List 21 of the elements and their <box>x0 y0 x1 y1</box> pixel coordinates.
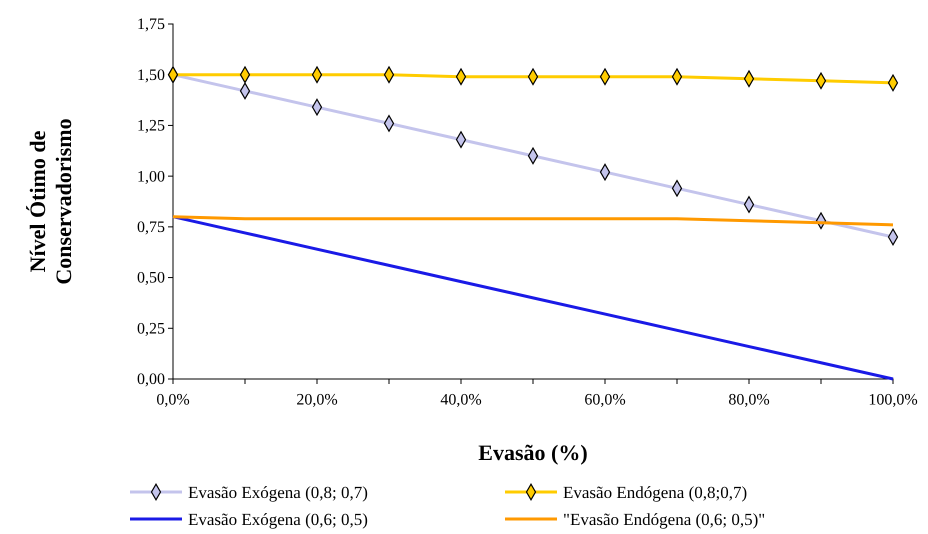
y-tick-label: 0,00 <box>137 371 165 388</box>
y-axis-title: Nível Ótimo de Conservadorismo <box>25 118 76 285</box>
x-tick-label: 0,0% <box>156 392 190 409</box>
x-tick-label: 40,0% <box>440 392 482 409</box>
x-tick-label: 100,0% <box>868 392 918 409</box>
y-tick-label: 1,25 <box>137 118 165 135</box>
y-tick-label: 0,75 <box>137 218 165 236</box>
legend-label: Evasão Endógena (0,8;0,7) <box>563 483 748 502</box>
legend-label: "Evasão Endógena (0,6; 0,5)" <box>563 510 766 529</box>
y-tick-label: 0,25 <box>137 320 165 338</box>
y-tick-label: 1,00 <box>137 168 165 186</box>
x-tick-label: 60,0% <box>584 392 626 409</box>
legend-label: Evasão Exógena (0,6; 0,5) <box>188 510 368 529</box>
y-tick-label: 0,50 <box>137 270 165 287</box>
x-axis-title: Evasão (%) <box>478 440 588 465</box>
y-tick-label: 1,75 <box>137 16 165 34</box>
y-tick-label: 1,50 <box>137 66 165 84</box>
x-tick-label: 20,0% <box>296 392 338 409</box>
x-tick-label: 80,0% <box>728 392 770 409</box>
line-series <box>172 215 894 380</box>
legend-label: Evasão Exógena (0,8; 0,7) <box>188 483 368 502</box>
